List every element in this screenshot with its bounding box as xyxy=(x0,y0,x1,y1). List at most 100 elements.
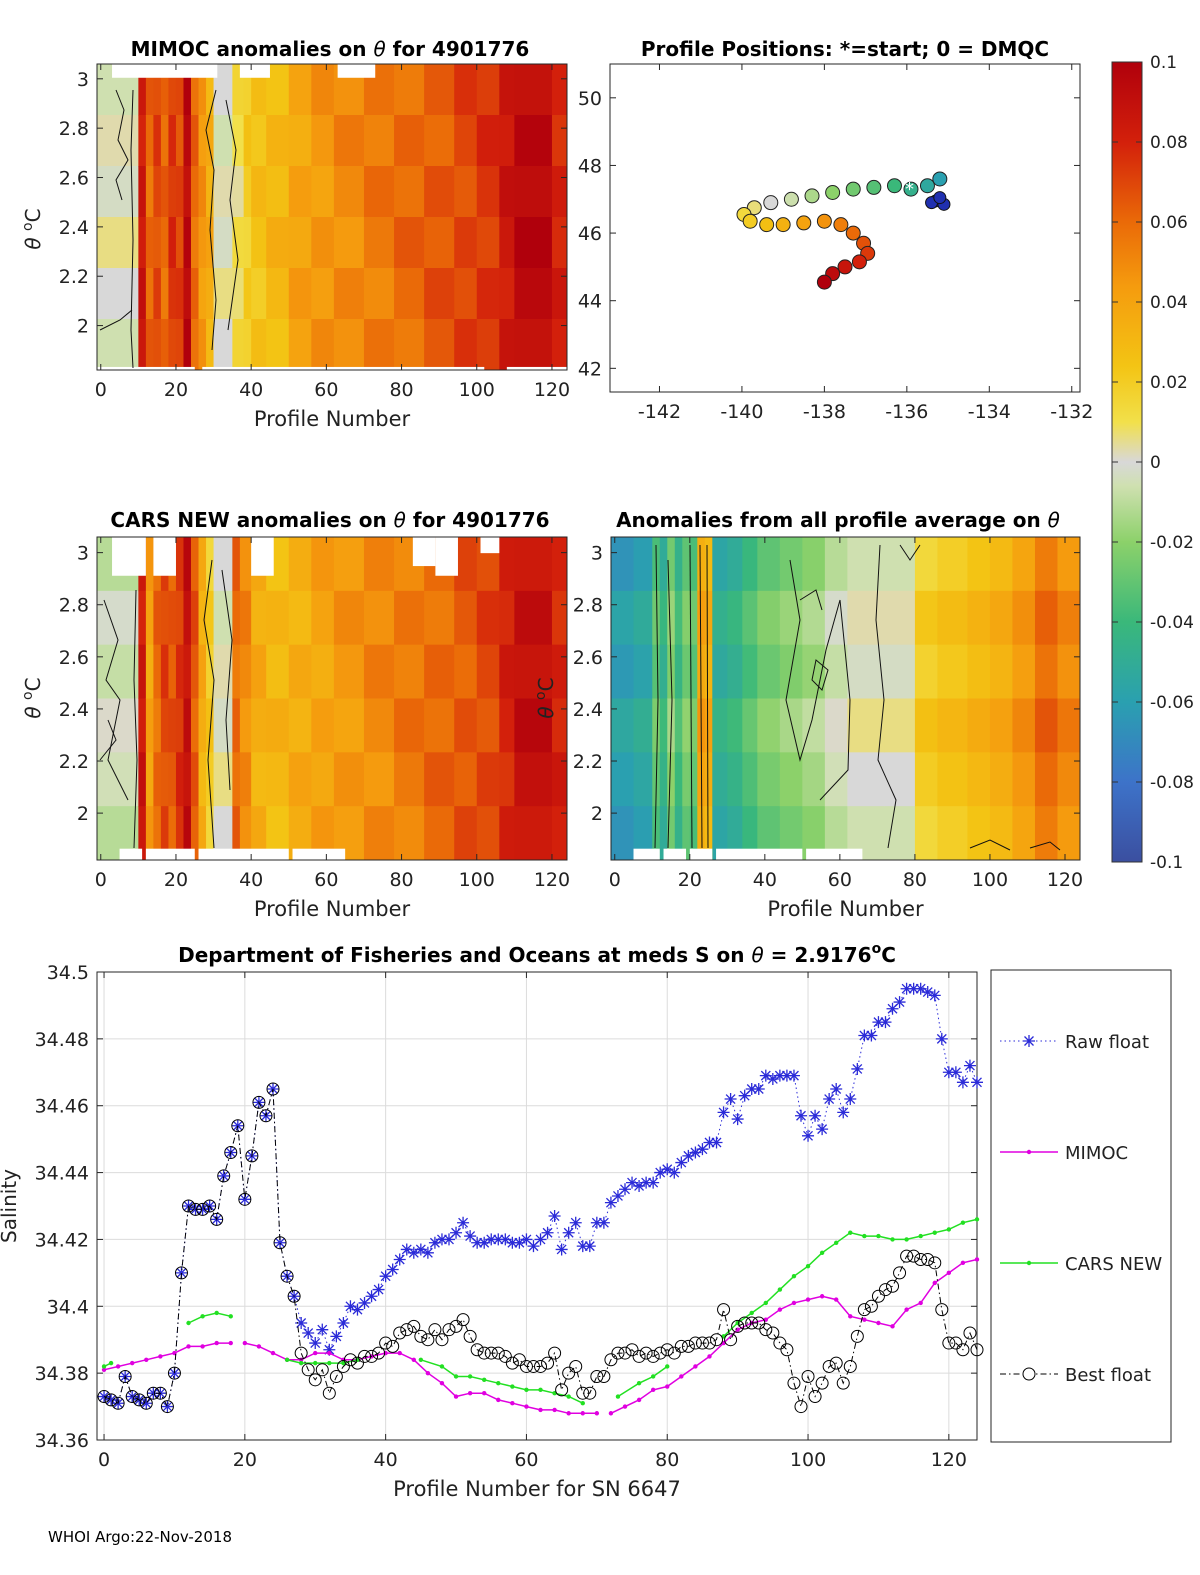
heatmap-cell xyxy=(1012,752,1036,807)
y-tick-label: 34.42 xyxy=(35,1229,89,1251)
heatmap-cell xyxy=(712,590,728,646)
heatmap-cell xyxy=(967,806,991,861)
best-float-marker xyxy=(132,1393,146,1407)
heatmap-cell xyxy=(138,590,147,646)
heatmap-cell xyxy=(191,115,200,167)
heatmap-cell xyxy=(213,806,233,861)
heatmap-cell xyxy=(727,644,743,699)
heatmap-cell xyxy=(198,115,207,167)
heatmap-cell xyxy=(802,698,826,753)
best-float-marker xyxy=(773,1336,787,1350)
heatmap-cell xyxy=(424,166,455,218)
heatmap-cell xyxy=(363,166,395,218)
heatmap-cell xyxy=(659,806,668,861)
best-float-marker xyxy=(315,1363,329,1377)
heatmap-cell xyxy=(633,698,653,753)
x-tick-label: 20 xyxy=(164,379,188,401)
start-marker: * xyxy=(905,179,914,200)
heatmap-cell xyxy=(1034,806,1058,861)
best-float-marker xyxy=(949,1336,963,1350)
heatmap-cell xyxy=(514,166,553,218)
heatmap-cell xyxy=(266,217,290,269)
cars-new-marker xyxy=(665,1364,670,1369)
y-tick-label: 2.8 xyxy=(59,595,89,617)
raw-float-marker xyxy=(619,1183,631,1196)
heatmap-cell xyxy=(175,319,184,371)
mimoc-marker xyxy=(552,1407,557,1413)
no-data-mask xyxy=(435,537,458,576)
heatmap-cell xyxy=(243,64,252,116)
heatmap-cell xyxy=(727,537,743,592)
heatmap-cell xyxy=(884,590,916,646)
raw-float-marker xyxy=(492,1233,505,1246)
mimoc-marker xyxy=(777,1307,783,1312)
heatmap-cell xyxy=(288,752,312,807)
heatmap-cell xyxy=(333,644,365,699)
heatmap-cell xyxy=(937,698,968,753)
heatmap-cell xyxy=(499,319,515,371)
contour-line xyxy=(203,559,215,849)
raw-float-marker xyxy=(386,1263,399,1276)
x-tick-label: 80 xyxy=(389,869,413,891)
contour-line xyxy=(785,559,851,801)
heatmap-cell xyxy=(232,644,241,699)
heatmap-cell xyxy=(251,698,267,753)
heatmap-cell xyxy=(198,644,207,699)
heatmap-cell xyxy=(311,590,335,646)
heatmap-cell xyxy=(153,590,162,646)
heatmap-cell xyxy=(363,698,395,753)
heatmap-cell xyxy=(674,644,683,699)
heatmap-cell xyxy=(394,166,425,218)
heatmap-cell xyxy=(232,806,241,861)
heatmap-cell xyxy=(667,806,676,861)
heatmap-cell xyxy=(476,268,500,320)
raw-float-marker xyxy=(323,1343,336,1356)
cars-new-marker xyxy=(974,1217,980,1222)
y-tick-label: 3 xyxy=(591,543,603,565)
theta-symbol: θ xyxy=(21,231,45,250)
best-float-marker xyxy=(484,1346,498,1360)
colorbar-tick-label: -0.1 xyxy=(1150,853,1183,873)
best-float-marker xyxy=(801,1369,815,1383)
best-float-marker xyxy=(864,1299,878,1313)
mimoc-marker xyxy=(496,1397,501,1403)
heatmap-cell xyxy=(213,644,233,699)
cars-new-marker xyxy=(876,1233,881,1239)
raw-float-marker xyxy=(738,1089,751,1102)
heatmap-cell xyxy=(145,698,154,753)
degree-superscript: o xyxy=(872,941,882,957)
best-float-marker xyxy=(104,1393,118,1407)
raw-float-marker xyxy=(914,982,927,995)
best-float-marker xyxy=(217,1169,231,1183)
heatmap-cell xyxy=(742,590,758,646)
colorbar-tick-label: 0.02 xyxy=(1150,373,1188,393)
mimoc-marker xyxy=(453,1394,459,1399)
best-float-marker xyxy=(386,1339,400,1353)
heatmap-cell xyxy=(611,806,635,861)
heatmap-cell xyxy=(476,806,500,861)
no-data-mask xyxy=(480,537,500,554)
x-tick-label: 0 xyxy=(98,1449,110,1471)
legend-best-marker xyxy=(1022,1367,1036,1381)
y-tick-label: 2.6 xyxy=(573,647,603,669)
x-axis-label: Profile Number for SN 6647 xyxy=(393,1477,681,1501)
profile-position-marker xyxy=(763,195,779,211)
mimoc-marker xyxy=(636,1397,642,1403)
x-tick-label: 100 xyxy=(459,869,495,891)
profile-position-marker xyxy=(804,188,820,204)
heatmap-cell xyxy=(145,644,154,699)
heatmap-cell xyxy=(311,537,335,592)
heatmap-cell xyxy=(802,590,826,646)
heatmap-cell xyxy=(251,115,267,167)
colorbar-tick-label: -0.04 xyxy=(1150,613,1194,633)
heatmap-cell xyxy=(727,698,743,753)
heatmap-cell xyxy=(824,590,848,646)
best-float-marker xyxy=(871,1289,885,1303)
cars-new-marker xyxy=(327,1360,332,1366)
best-float-marker xyxy=(111,1396,125,1410)
heatmap-cell xyxy=(682,752,691,807)
heatmap-cell xyxy=(454,217,478,269)
heatmap-cell xyxy=(198,806,207,861)
x-tick-label: 80 xyxy=(655,1449,679,1471)
heatmap-cell xyxy=(394,115,425,167)
